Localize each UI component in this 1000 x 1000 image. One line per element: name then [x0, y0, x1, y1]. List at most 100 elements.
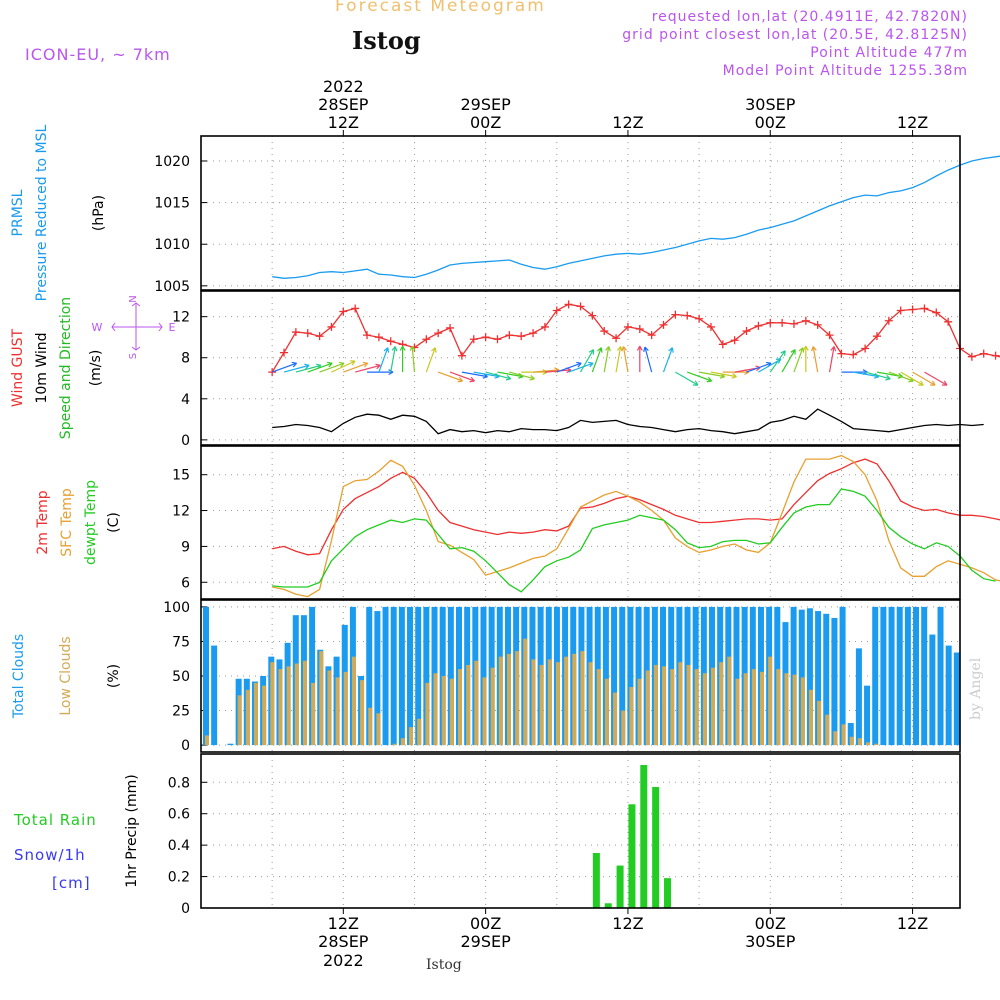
wind-direction-arrow — [853, 371, 879, 378]
series-line-gust — [271, 303, 1000, 373]
panel-side-label: PRMSL — [10, 189, 26, 236]
total-cloud-bar — [937, 606, 944, 746]
wind-direction-arrow — [390, 346, 396, 373]
gust-marker — [351, 304, 360, 313]
low-cloud-bar — [360, 680, 365, 746]
compass-w: W — [92, 321, 103, 334]
low-cloud-bar — [319, 651, 324, 746]
top-axis-year: 2022 — [323, 77, 364, 96]
low-cloud-bar — [376, 713, 381, 746]
gust-marker — [742, 327, 751, 336]
y-tick-label: 0 — [181, 433, 190, 449]
low-cloud-bar — [866, 742, 871, 746]
low-cloud-bar — [458, 669, 462, 746]
low-cloud-bar — [425, 682, 430, 746]
gust-marker — [778, 318, 787, 327]
wind-direction-arrow — [828, 346, 835, 373]
total-cloud-bar — [619, 606, 626, 746]
wind-direction-arrow — [378, 347, 389, 373]
total-cloud-bar — [929, 634, 936, 746]
wind-direction-arrow — [473, 371, 500, 378]
y-tick-label: 0.2 — [168, 870, 190, 886]
wind-direction-arrow — [449, 371, 475, 382]
gust-marker — [789, 319, 798, 328]
wind-direction-arrow — [793, 347, 804, 373]
total-cloud-bar — [806, 608, 813, 746]
wind-direction-arrow — [662, 347, 673, 373]
low-cloud-bar — [506, 653, 511, 746]
series-line-prmsl — [272, 155, 1000, 279]
gust-marker — [683, 311, 692, 320]
gust-marker — [434, 329, 443, 338]
top-axis-date: 29SEP — [460, 95, 511, 114]
wind-direction-arrow — [411, 346, 416, 373]
low-cloud-bar — [253, 682, 258, 746]
bottom-axis-hour: 00Z — [470, 914, 501, 933]
wind-direction-arrowhead — [668, 347, 674, 353]
bottom-axis-hour: 00Z — [755, 914, 786, 933]
wind-direction-arrowhead — [383, 347, 390, 353]
low-cloud-bar — [588, 662, 593, 746]
gust-marker — [813, 320, 822, 329]
meteogram-title: Forecast Meteogram — [335, 0, 546, 16]
panel-frame — [200, 753, 961, 909]
compass-cross — [111, 302, 163, 351]
gust-marker — [363, 331, 372, 340]
rain-bar — [616, 865, 624, 908]
compass-n: N — [128, 295, 139, 302]
low-cloud-bar — [311, 682, 316, 746]
low-cloud-bar — [262, 685, 267, 746]
y-axis-label: (%) — [106, 664, 122, 688]
wind-direction-arrowhead — [327, 361, 333, 368]
gust-marker — [600, 327, 609, 336]
bottom-axis-date: 29SEP — [460, 932, 511, 951]
low-cloud-bar — [645, 670, 650, 746]
wind-direction-arrow — [533, 369, 560, 373]
gust-marker — [706, 322, 715, 331]
low-cloud-bar — [482, 677, 487, 746]
y-tick-label: 25 — [172, 704, 190, 720]
low-cloud-bar — [498, 656, 503, 746]
y-tick-label: 9 — [181, 539, 190, 555]
gust-marker — [896, 306, 905, 315]
wind-direction-arrowhead — [775, 358, 782, 364]
wind-direction-arrowhead — [780, 350, 786, 356]
low-cloud-bar — [735, 678, 740, 746]
low-cloud-bar — [629, 687, 634, 746]
gust-marker — [884, 316, 893, 325]
gust-marker — [967, 352, 976, 361]
low-cloud-bar — [743, 673, 748, 746]
wind-direction-arrowhead — [941, 380, 948, 386]
grid-point-coordinates: grid point closest lon,lat (20.5E, 42.81… — [622, 27, 968, 43]
low-cloud-bar — [670, 669, 675, 746]
gust-marker — [623, 322, 632, 331]
total-cloud-bar — [888, 606, 895, 746]
wind-direction-arrow — [307, 362, 333, 373]
low-cloud-bar — [278, 669, 283, 746]
total-cloud-bar — [635, 606, 642, 746]
total-cloud-bar — [602, 606, 609, 746]
total-cloud-bar — [880, 606, 887, 746]
wind-direction-arrow — [485, 371, 511, 380]
rain-bar — [604, 903, 612, 908]
y-tick-label: 1005 — [154, 279, 190, 295]
gust-marker — [457, 351, 466, 360]
wind-direction-arrowhead — [291, 361, 298, 368]
model-point-altitude: Model Point Altitude 1255.38m — [722, 63, 968, 79]
gust-marker — [529, 329, 538, 338]
compass-s: S — [128, 353, 139, 359]
low-cloud-bar — [539, 664, 544, 746]
low-cloud-bar — [417, 718, 422, 746]
gust-marker — [635, 324, 644, 333]
gust-marker — [588, 311, 597, 320]
wind-direction-arrow — [461, 371, 488, 378]
top-axis-hour: 12Z — [897, 113, 928, 132]
total-cloud-bar — [627, 606, 634, 746]
series-line-temp2m — [272, 458, 1000, 556]
gust-marker — [303, 329, 312, 338]
low-cloud-bar — [466, 664, 471, 746]
snow-unit-label: [cm] — [52, 874, 91, 892]
low-cloud-bar — [702, 673, 707, 746]
wind-direction-arrowhead — [391, 346, 398, 352]
wind-direction-arrowhead — [457, 376, 464, 383]
